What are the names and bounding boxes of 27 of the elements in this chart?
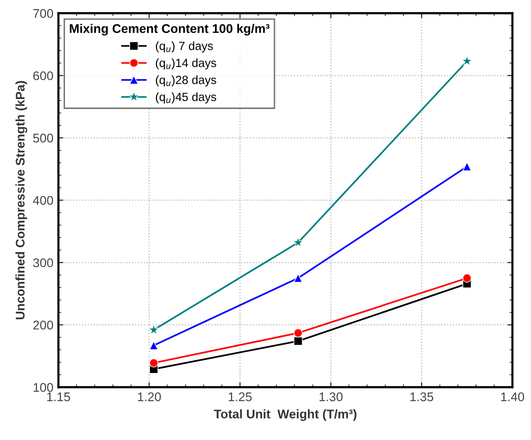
y-tick-label: 300 — [33, 258, 54, 268]
x-tick-label: 1.30 — [320, 392, 342, 402]
point — [462, 162, 472, 172]
point — [294, 336, 303, 346]
y-tick-label: 200 — [33, 320, 54, 330]
x-tick-label: 1.15 — [47, 392, 70, 402]
legend-label: (q$_{u}$)45 days — [156, 92, 216, 104]
point — [294, 328, 303, 338]
x-tick-label: 1.40 — [501, 392, 524, 402]
point — [148, 324, 160, 335]
point — [462, 274, 472, 283]
y-tick-label: 600 — [33, 71, 54, 80]
point — [149, 358, 158, 368]
y-tick-label: 700 — [33, 9, 54, 18]
x-tick-label: 1.25 — [228, 392, 252, 402]
legend-title: Mixing Cement Content 100 kg/m³ — [70, 24, 270, 36]
legend-label: (q$_{u}$)28 days — [156, 75, 216, 86]
y-tick-label: 100 — [34, 383, 54, 392]
y-axis-title: Unconfined Compressive Strength (kPa) — [15, 81, 28, 320]
x-tick-label: 1.20 — [138, 392, 161, 402]
y-tick-label: 500 — [33, 134, 54, 143]
x-tick-label: 1.35 — [410, 392, 434, 402]
point — [294, 274, 303, 283]
legend-label: (q$_{u}$) 7 days — [156, 41, 213, 52]
legend-label: (q$_{u}$)14 days — [156, 58, 216, 70]
y-tick-label: 400 — [32, 196, 54, 205]
x-axis-title: Total Unit Weight (T/m³) — [214, 409, 356, 421]
